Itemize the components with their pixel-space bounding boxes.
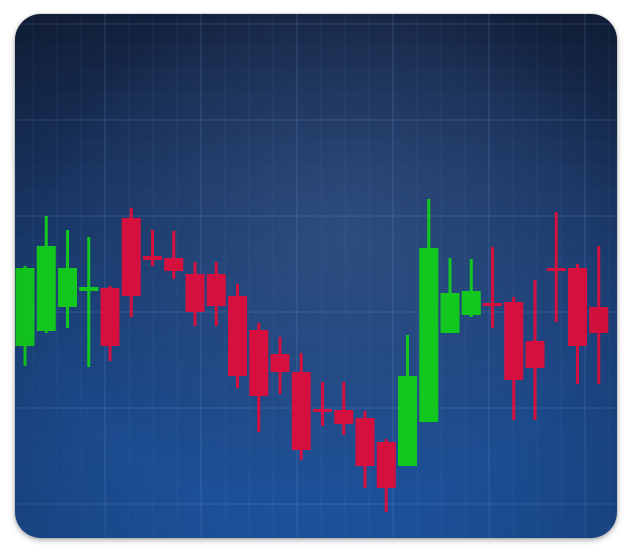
chart-vignette bbox=[15, 14, 617, 538]
chart-card bbox=[15, 14, 617, 538]
candlestick-chart bbox=[15, 14, 617, 538]
